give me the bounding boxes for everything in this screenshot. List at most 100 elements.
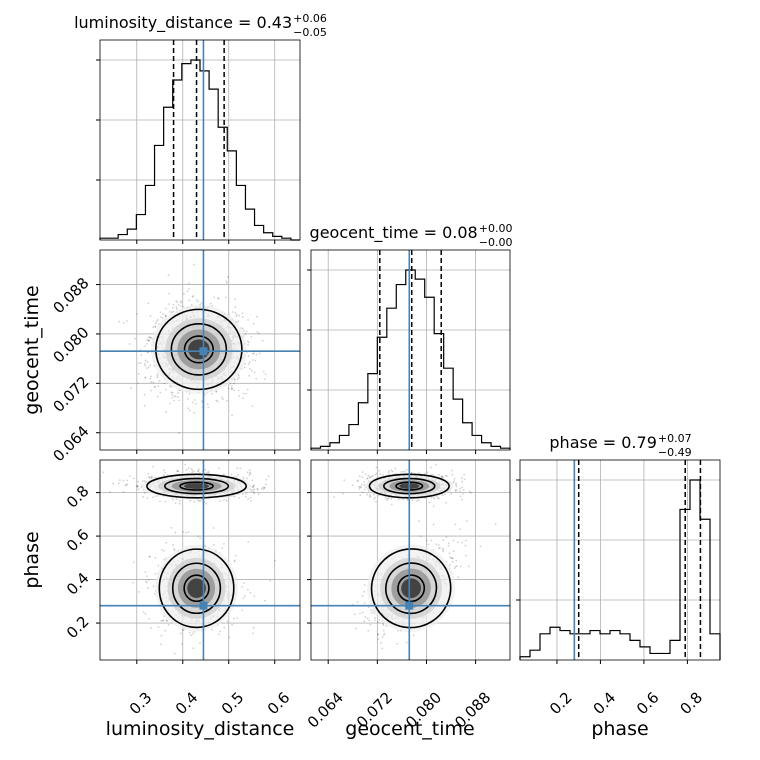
sample-point <box>369 476 372 479</box>
sample-point <box>175 306 178 309</box>
sample-point <box>124 484 127 487</box>
sample-point <box>248 474 251 476</box>
sample-point <box>247 343 249 346</box>
sample-point <box>154 325 157 328</box>
sample-point <box>364 615 367 618</box>
sample-point <box>412 634 415 637</box>
sample-point <box>149 315 152 318</box>
sample-point <box>265 478 268 481</box>
sample-point <box>438 547 441 550</box>
sample-point <box>160 316 162 319</box>
sample-point <box>251 359 254 361</box>
sample-point <box>390 497 393 500</box>
sample-point <box>233 382 236 385</box>
sample-point <box>455 559 458 562</box>
sample-point <box>247 541 250 543</box>
sample-point <box>197 470 200 473</box>
2d-panel-geocent_time-phase <box>310 459 511 661</box>
sample-point <box>178 432 181 434</box>
sample-point <box>247 355 250 357</box>
sample-point <box>249 591 252 594</box>
sample-point <box>432 523 435 526</box>
sample-point <box>149 336 152 339</box>
sample-point <box>381 636 384 639</box>
sample-point <box>173 548 176 550</box>
sample-point <box>237 389 240 392</box>
x-axis-label: phase <box>591 718 648 740</box>
sample-point <box>159 500 161 503</box>
sample-point <box>154 557 157 559</box>
sample-point <box>247 588 249 591</box>
sample-point <box>462 492 464 495</box>
sample-point <box>157 564 160 567</box>
sample-point <box>226 399 228 402</box>
sample-point <box>464 544 467 547</box>
sample-point <box>363 590 365 593</box>
sample-point <box>358 488 361 490</box>
sample-point <box>360 483 363 486</box>
panel-content <box>311 460 510 660</box>
sample-point <box>442 550 445 553</box>
sample-point <box>193 399 196 401</box>
sample-point <box>464 554 467 557</box>
sample-point <box>157 322 160 325</box>
panel-frame <box>519 459 721 661</box>
contour-line <box>397 574 426 603</box>
sample-point <box>221 547 224 549</box>
sample-point <box>264 599 266 602</box>
sample-point <box>363 488 366 491</box>
sample-point <box>148 339 151 342</box>
sample-point <box>418 520 421 523</box>
sample-point <box>154 322 157 325</box>
sample-point <box>233 389 236 392</box>
sample-point <box>241 327 244 330</box>
sample-point <box>223 542 225 545</box>
sample-point <box>368 619 371 622</box>
sample-point <box>247 341 250 344</box>
sample-point <box>187 531 190 534</box>
sample-point <box>191 632 194 635</box>
sample-point <box>353 613 356 616</box>
sample-point <box>230 387 233 389</box>
sample-point <box>461 541 463 544</box>
sample-point <box>455 483 457 486</box>
sample-point <box>207 470 210 473</box>
sample-point <box>456 541 459 543</box>
sample-point <box>172 306 174 309</box>
sample-point <box>228 636 230 639</box>
sample-point <box>253 595 256 598</box>
sample-point <box>234 312 237 314</box>
sample-point <box>235 315 238 318</box>
contour-line <box>385 562 438 615</box>
sample-point <box>245 330 248 333</box>
y-tick-label: 0.6 <box>63 525 93 555</box>
title-sub: −0.49 <box>658 446 692 459</box>
sample-point <box>199 499 202 502</box>
sample-point <box>167 274 170 277</box>
sample-point <box>197 535 200 538</box>
sample-point <box>450 492 453 495</box>
sample-point <box>174 395 177 398</box>
sample-point <box>126 479 129 482</box>
sample-point <box>161 619 164 622</box>
sample-point <box>188 392 191 395</box>
sample-point <box>176 470 179 472</box>
sample-point <box>380 642 382 644</box>
sample-point <box>244 332 247 335</box>
sample-point <box>168 310 171 313</box>
sample-point <box>171 391 174 394</box>
sample-point <box>156 395 159 398</box>
contour-line <box>146 473 248 499</box>
sample-point <box>229 382 232 385</box>
x-tick-label: 0.2 <box>546 688 576 718</box>
sample-point <box>250 369 253 372</box>
sample-point <box>252 352 254 355</box>
sample-point <box>150 381 152 383</box>
sample-point <box>374 496 377 499</box>
sample-point <box>256 487 259 490</box>
sample-point <box>226 620 229 623</box>
sample-point <box>148 476 151 478</box>
sample-point <box>368 496 371 499</box>
sample-point <box>160 643 162 646</box>
x-tick-label: 0.3 <box>126 688 156 718</box>
